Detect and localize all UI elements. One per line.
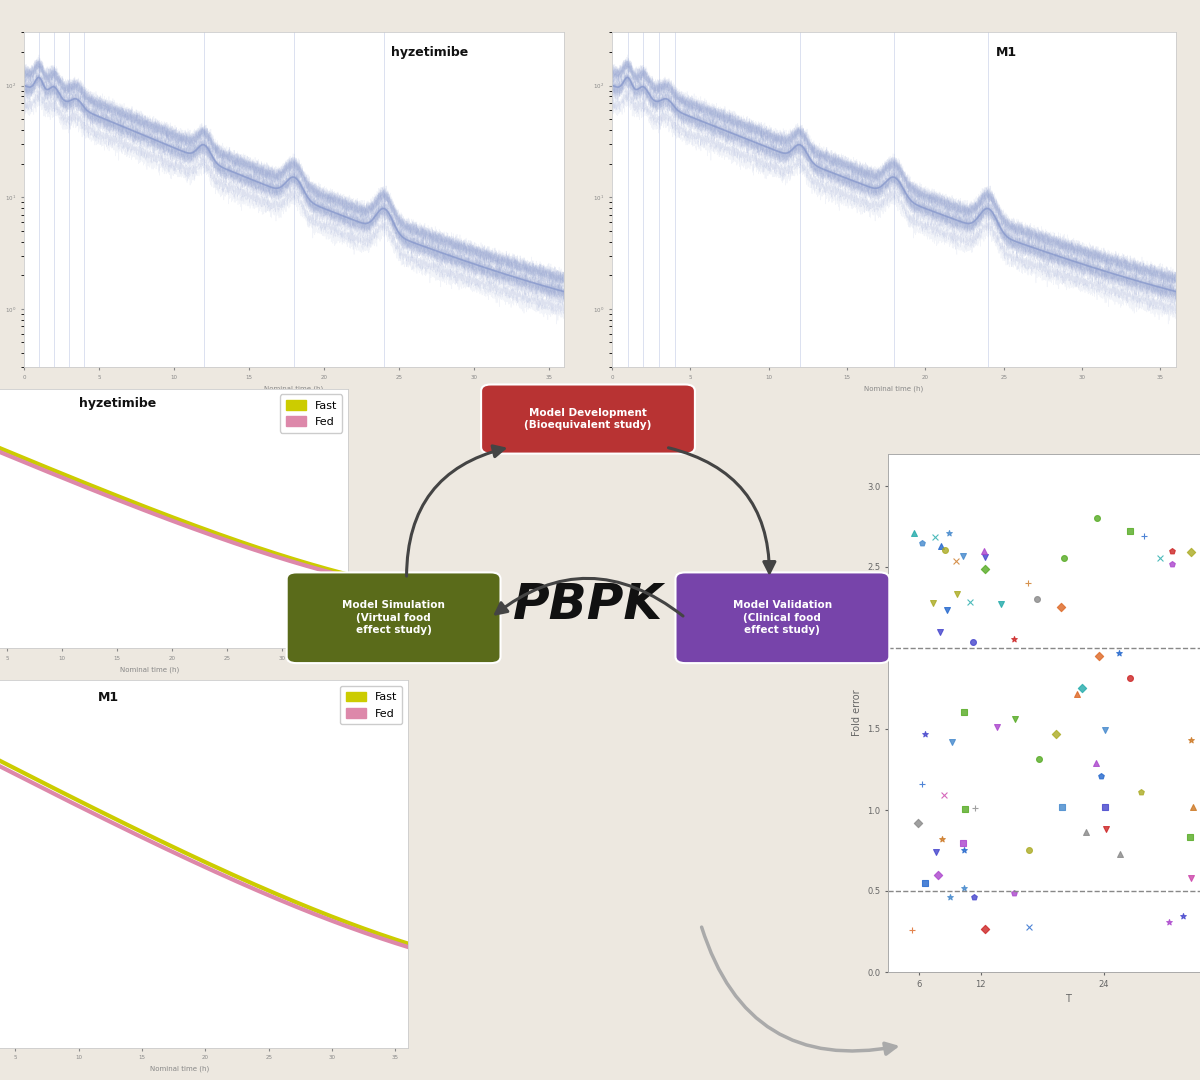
Point <box>1006 711 1025 728</box>
Point <box>1097 820 1116 837</box>
X-axis label: Nominal time (h): Nominal time (h) <box>150 1066 210 1072</box>
Point <box>1019 919 1038 936</box>
Point <box>946 553 965 570</box>
Legend: Fast, Fed: Fast, Fed <box>280 394 342 433</box>
Point <box>1110 644 1129 661</box>
Point <box>936 541 955 558</box>
Point <box>1163 555 1182 572</box>
Point <box>929 866 948 883</box>
Point <box>964 633 983 650</box>
Point <box>976 549 995 566</box>
Point <box>940 889 959 906</box>
Point <box>926 843 946 861</box>
Point <box>1051 598 1070 616</box>
Y-axis label: Fold error: Fold error <box>852 689 862 737</box>
Point <box>1110 846 1129 863</box>
Point <box>916 875 935 892</box>
Point <box>1182 869 1200 887</box>
Point <box>931 538 950 555</box>
Point <box>966 799 985 816</box>
Point <box>1181 543 1200 561</box>
Text: PBPK: PBPK <box>512 581 664 629</box>
Point <box>1159 914 1178 931</box>
Point <box>1067 685 1086 702</box>
Point <box>1054 550 1073 567</box>
Point <box>1183 798 1200 815</box>
Point <box>1073 679 1092 697</box>
Text: Model Validation
(Clinical food
effect study): Model Validation (Clinical food effect s… <box>733 600 832 635</box>
Point <box>1181 731 1200 748</box>
Point <box>942 733 961 751</box>
Point <box>955 841 974 859</box>
FancyBboxPatch shape <box>481 384 695 454</box>
Point <box>954 548 973 565</box>
X-axis label: T: T <box>1066 995 1070 1004</box>
Point <box>1052 799 1072 816</box>
Point <box>916 726 935 743</box>
Point <box>932 831 952 848</box>
Point <box>954 834 973 851</box>
Point <box>1120 522 1139 539</box>
Point <box>988 718 1007 735</box>
Point <box>1030 751 1049 768</box>
Point <box>1090 648 1109 665</box>
Point <box>925 528 944 545</box>
Point <box>912 535 931 552</box>
Point <box>976 920 995 937</box>
Point <box>1004 630 1024 647</box>
Point <box>955 800 974 818</box>
Text: hyzetimibe: hyzetimibe <box>79 396 156 409</box>
FancyBboxPatch shape <box>676 572 889 663</box>
Point <box>1174 908 1193 926</box>
Point <box>912 775 931 793</box>
Point <box>904 524 923 541</box>
X-axis label: Nominal time (h): Nominal time (h) <box>864 386 924 392</box>
Point <box>902 921 922 939</box>
Point <box>940 524 959 541</box>
Point <box>1132 783 1151 800</box>
Point <box>960 593 979 610</box>
Point <box>1087 754 1106 771</box>
Point <box>1150 550 1169 567</box>
Point <box>1096 798 1115 815</box>
Point <box>931 623 950 640</box>
Point <box>935 786 954 804</box>
Point <box>1091 767 1110 784</box>
Text: Model Development
(Bioequivalent study): Model Development (Bioequivalent study) <box>524 408 652 430</box>
Point <box>937 602 956 619</box>
Point <box>948 585 967 603</box>
Point <box>924 595 943 612</box>
Point <box>1087 510 1106 527</box>
Point <box>954 703 973 720</box>
X-axis label: Nominal time (h): Nominal time (h) <box>120 666 180 673</box>
Point <box>1018 573 1037 591</box>
Text: Model Simulation
(Virtual food
effect study): Model Simulation (Virtual food effect st… <box>342 600 445 635</box>
Point <box>1181 828 1200 846</box>
Point <box>964 889 983 906</box>
Point <box>1004 885 1024 902</box>
Point <box>1046 725 1066 742</box>
X-axis label: Nominal time (h): Nominal time (h) <box>264 386 324 392</box>
Point <box>1096 721 1115 739</box>
Text: M1: M1 <box>996 45 1016 58</box>
FancyBboxPatch shape <box>287 572 500 663</box>
Point <box>1134 528 1153 545</box>
Text: M1: M1 <box>98 691 119 704</box>
Point <box>974 542 994 559</box>
Point <box>991 595 1010 612</box>
Point <box>1076 823 1096 840</box>
Point <box>1019 841 1038 859</box>
Point <box>1121 670 1140 687</box>
Text: hyzetimibe: hyzetimibe <box>391 45 468 58</box>
Point <box>908 814 928 832</box>
Legend: Fast, Fed: Fast, Fed <box>340 686 402 725</box>
Point <box>976 561 995 578</box>
Point <box>1027 590 1046 607</box>
Point <box>1163 542 1182 559</box>
Point <box>955 880 974 897</box>
